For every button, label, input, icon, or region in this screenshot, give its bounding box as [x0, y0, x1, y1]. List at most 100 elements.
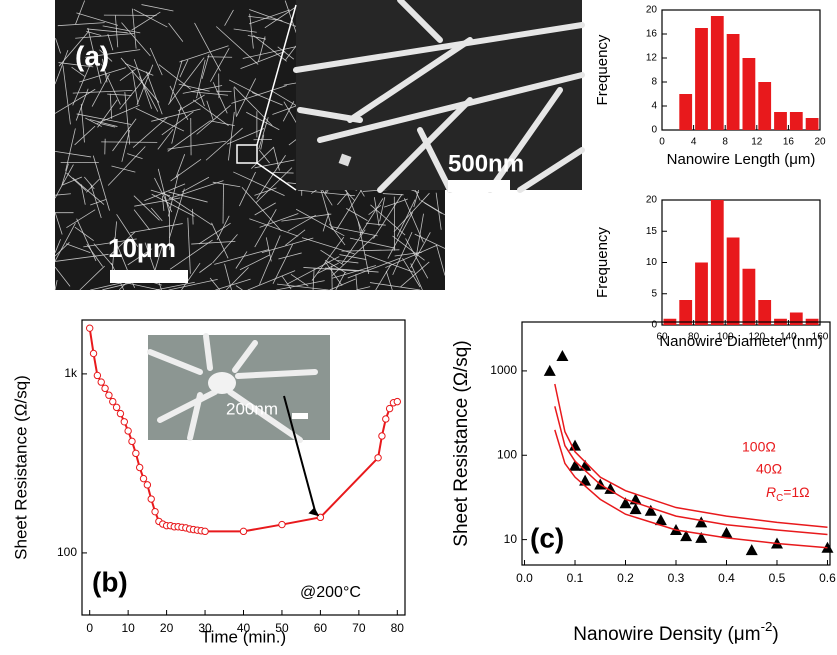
series-label: 100Ω — [742, 439, 776, 455]
x-tick-label: 80 — [391, 621, 405, 635]
text-part: ) — [772, 624, 778, 645]
figure: (a) 10μm 500nm 048121620048121620Nanowir… — [0, 0, 837, 650]
bar — [695, 263, 708, 326]
y-axis-label: Frequency — [594, 34, 611, 105]
text-part: =1Ω — [783, 484, 809, 500]
point — [129, 438, 135, 444]
y-tick-label: 10 — [646, 257, 658, 268]
sem-inset — [148, 335, 330, 440]
scale-bar — [448, 180, 510, 192]
point — [202, 528, 208, 534]
point — [94, 372, 100, 378]
x-tick-label: 8 — [722, 137, 728, 148]
point — [125, 428, 131, 434]
point — [140, 475, 146, 481]
point — [106, 392, 112, 398]
scale-bar-label: 10μm — [108, 233, 176, 263]
point — [98, 379, 104, 385]
y-tick-label: 10 — [504, 532, 518, 546]
x-axis-label: Time (min.) — [201, 627, 286, 646]
bar — [758, 300, 771, 325]
nanowire — [223, 184, 224, 223]
y-tick-label: 100 — [57, 545, 77, 559]
x-tick-label: 0.4 — [718, 571, 735, 585]
point — [394, 398, 400, 404]
y-tick-label: 20 — [646, 195, 658, 206]
x-tick-label: 20 — [814, 137, 826, 148]
y-tick-label: 100 — [497, 447, 517, 461]
bar — [774, 112, 787, 130]
x-tick-label: 12 — [751, 137, 763, 148]
x-tick-label: 20 — [160, 621, 174, 635]
series-line — [555, 384, 828, 527]
point — [569, 440, 581, 451]
point — [556, 350, 568, 361]
point — [379, 433, 385, 439]
y-axis-label: Sheet Resistance (Ω/sq) — [11, 375, 30, 560]
bar — [711, 200, 724, 325]
point — [279, 521, 285, 527]
point — [133, 450, 139, 456]
nanowire-junction — [208, 372, 236, 394]
x-tick-label: 60 — [314, 621, 328, 635]
bar — [727, 238, 740, 326]
point — [102, 385, 108, 391]
y-axis-label: Frequency — [594, 227, 611, 298]
text-part: -2 — [761, 619, 773, 634]
y-tick-label: 16 — [646, 29, 658, 40]
text-part: C — [776, 493, 783, 504]
x-tick-label: 0 — [659, 137, 665, 148]
scale-bar-label: 200nm — [226, 399, 278, 418]
point — [86, 325, 92, 331]
bar — [790, 112, 803, 130]
x-tick-label: 0 — [86, 621, 93, 635]
point — [136, 464, 142, 470]
point — [117, 410, 123, 416]
x-tick-label: 0.5 — [769, 571, 786, 585]
point — [579, 475, 591, 486]
bar — [727, 34, 740, 130]
bar — [743, 58, 756, 130]
bar — [695, 28, 708, 130]
bar — [790, 313, 803, 326]
x-axis-label: Nanowire Diameter (nm) — [659, 333, 822, 350]
point — [375, 455, 381, 461]
x-tick-label: 0.3 — [668, 571, 685, 585]
point — [240, 528, 246, 534]
panel-label: (b) — [92, 566, 128, 597]
y-tick-label: 12 — [646, 53, 658, 64]
y-tick-label: 5 — [651, 288, 657, 299]
scale-bar — [110, 270, 188, 283]
scale-bar — [292, 413, 308, 419]
y-axis-label: Sheet Resistance (Ω/sq) — [451, 340, 472, 546]
annotation: @200°C — [300, 584, 361, 601]
nanowire — [238, 372, 315, 376]
point — [148, 496, 154, 502]
nanowire — [207, 57, 232, 58]
x-axis-label: Nanowire Density (μm-2) — [573, 619, 778, 645]
x-tick-label: 16 — [783, 137, 795, 148]
series-label: 40Ω — [756, 461, 782, 477]
page: (a) 10μm 500nm 048121620048121620Nanowir… — [0, 0, 837, 655]
point — [110, 398, 116, 404]
y-tick-label: 1k — [64, 366, 78, 380]
nanowire — [206, 336, 210, 368]
y-tick-label: 8 — [651, 77, 657, 88]
bar — [743, 269, 756, 325]
point — [152, 508, 158, 514]
point — [144, 482, 150, 488]
x-tick-label: 70 — [352, 621, 366, 635]
bar — [679, 94, 692, 130]
y-tick-label: 20 — [646, 5, 658, 16]
panel-label: (c) — [530, 522, 564, 553]
point — [90, 350, 96, 356]
point — [720, 527, 732, 538]
point — [544, 365, 556, 376]
x-tick-label: 0.0 — [516, 571, 533, 585]
y-tick-label: 0 — [651, 320, 657, 331]
text-part: Nanowire Density (μm — [573, 624, 760, 645]
point — [121, 419, 127, 425]
point — [386, 405, 392, 411]
x-axis-label: Nanowire Length (μm) — [667, 151, 816, 168]
y-tick-label: 1000 — [490, 363, 517, 377]
